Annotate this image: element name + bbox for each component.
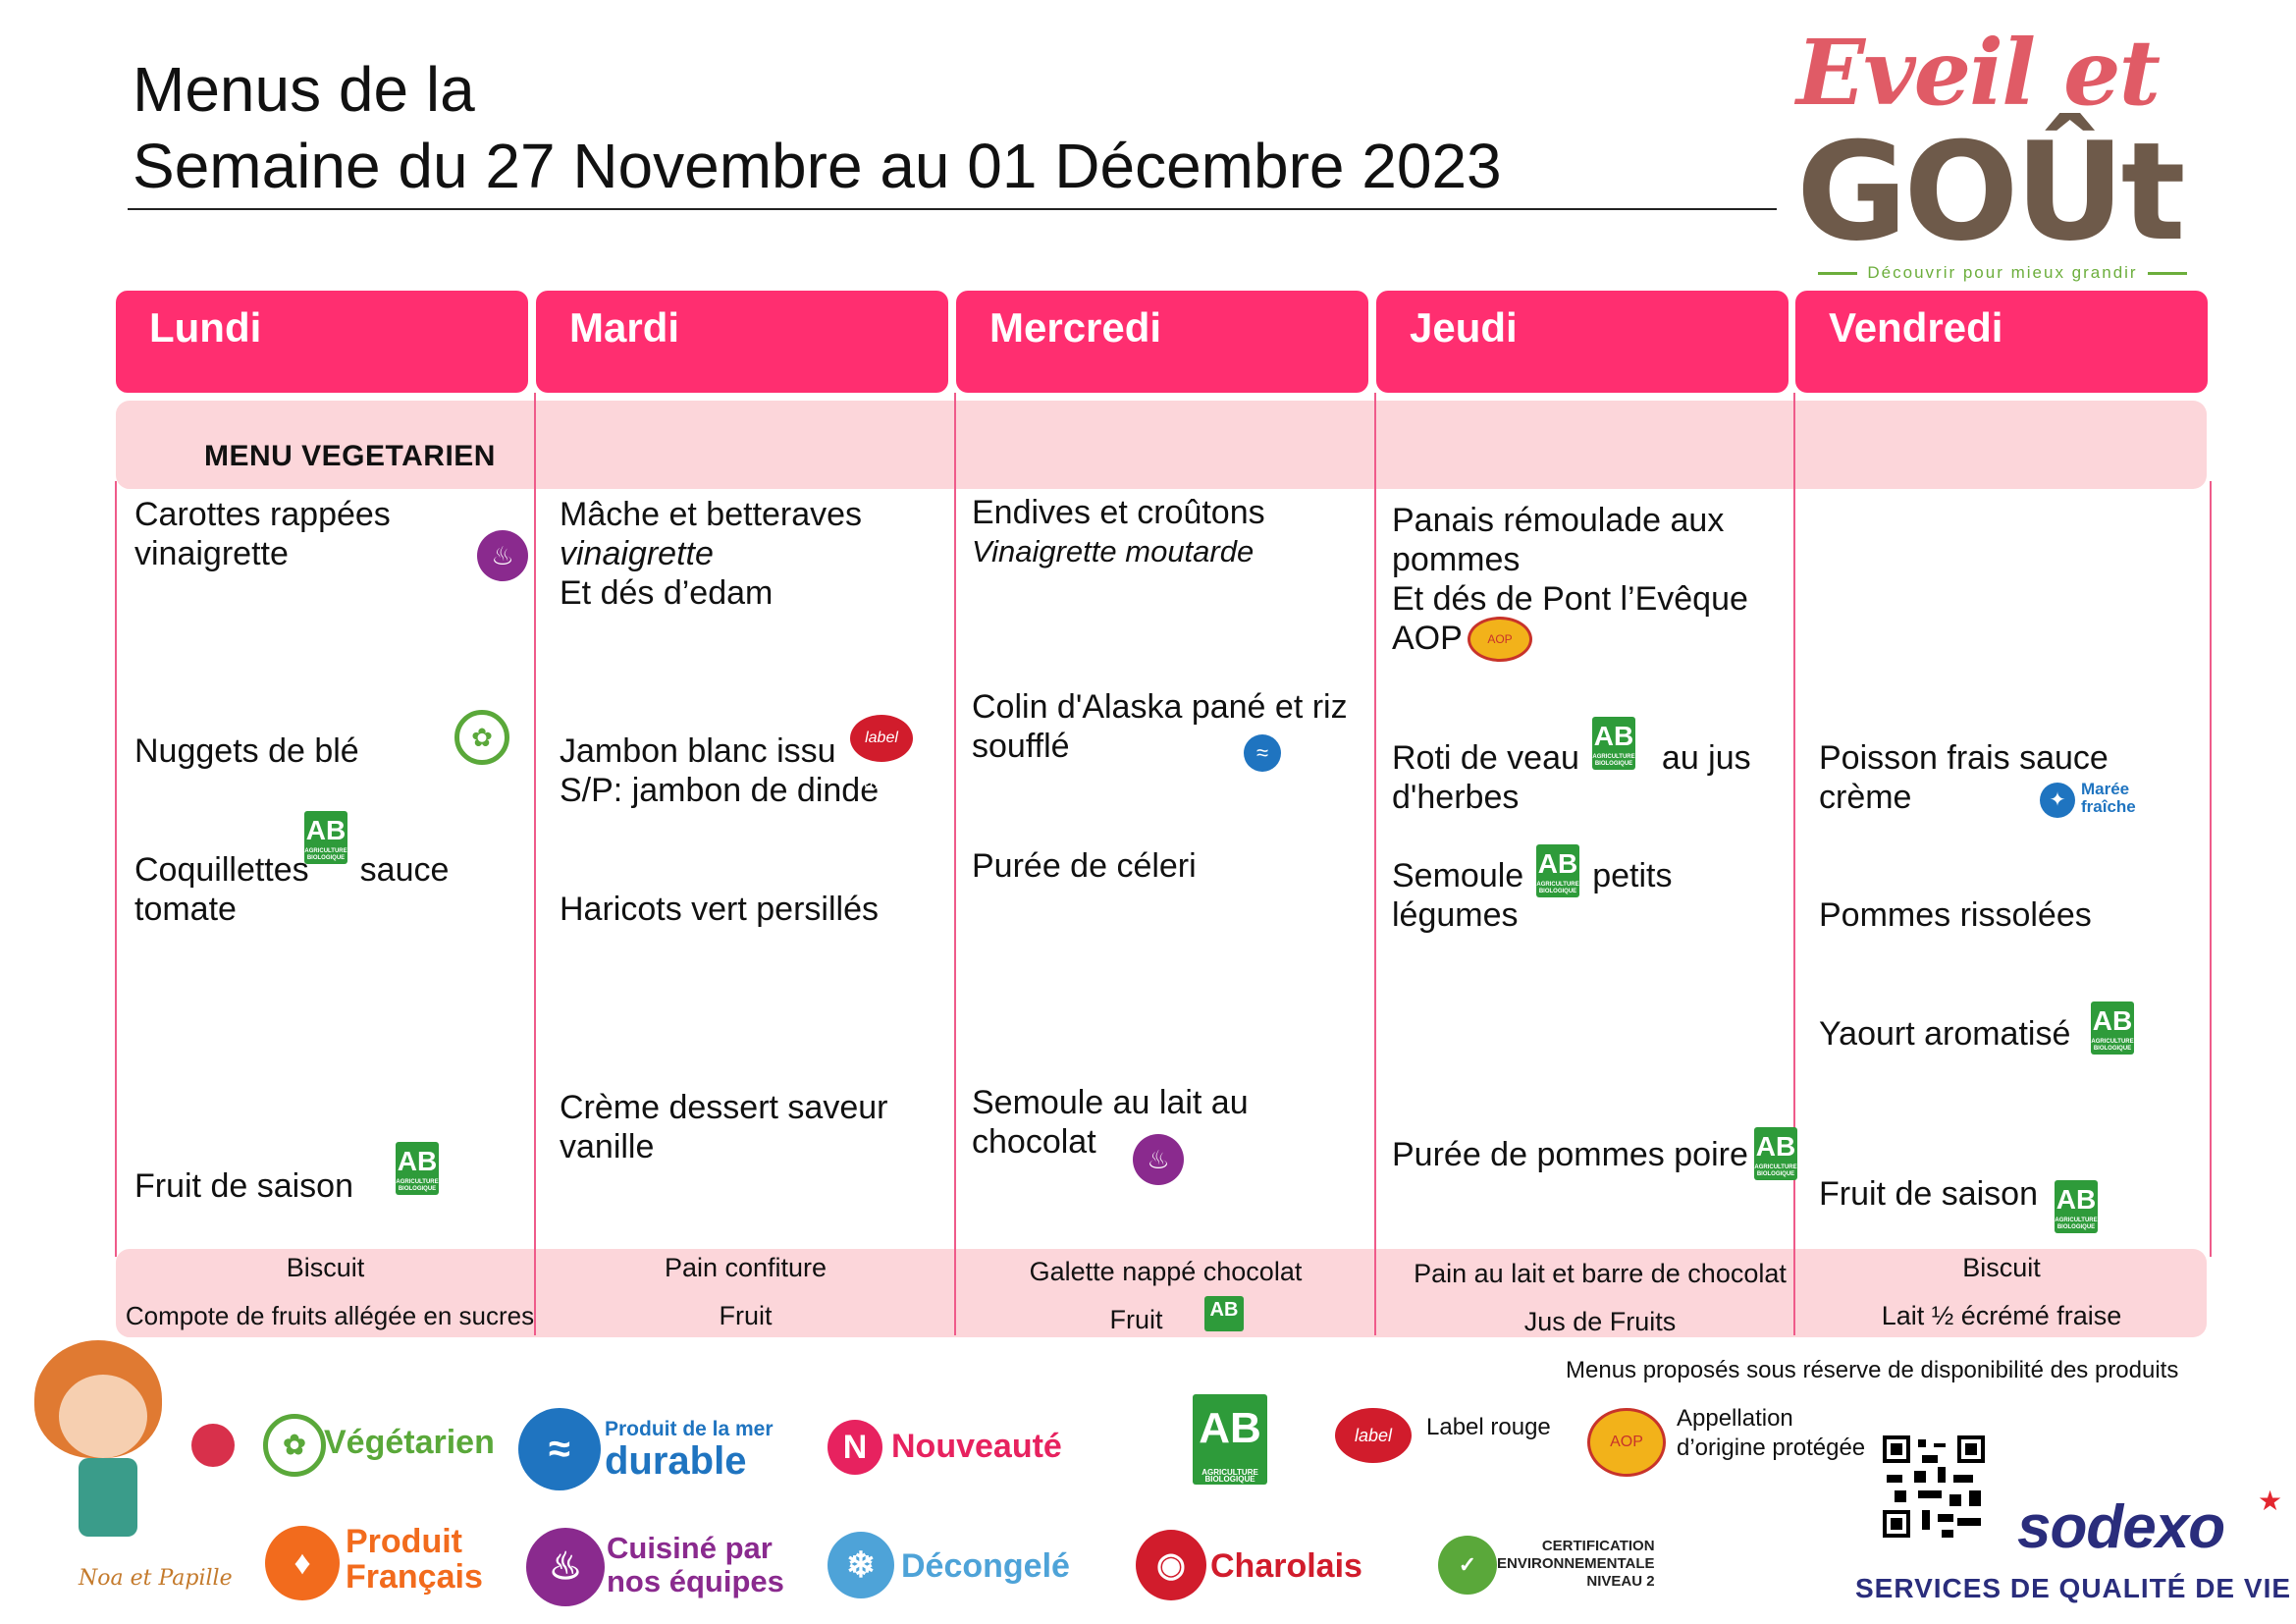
column-divider bbox=[1793, 393, 1795, 1335]
qr-code-pattern bbox=[1883, 1435, 1985, 1538]
column-divider bbox=[954, 393, 956, 1335]
column-divider bbox=[115, 481, 117, 1257]
bio-ab-icon: AB AGRICULTURE BIOLOGIQUE bbox=[396, 1142, 439, 1195]
bio-ab-icon: AB bbox=[1204, 1296, 1244, 1331]
cuisine-equipes-icon: ♨ bbox=[477, 530, 528, 581]
menu-item: Endives et croûtons Vinaigrette moutarde bbox=[972, 494, 1265, 568]
bio-ab-icon: AB AGRICULTURE BIOLOGIQUE bbox=[1754, 1127, 1797, 1180]
label-rouge-icon: label Rouge bbox=[1335, 1408, 1412, 1500]
menu-item: Mâche et betteraves vinaigrette Et dés d… bbox=[560, 496, 863, 612]
maree-fraiche-icon: ✦ Marée fraîche bbox=[2040, 781, 2146, 820]
vegetarian-menu-label: MENU VEGETARIEN bbox=[204, 440, 496, 472]
mascot-illustration: Noa et Papille bbox=[5, 1330, 245, 1605]
sodexo-logo: sodexo bbox=[2017, 1493, 2225, 1561]
column-divider bbox=[2210, 481, 2212, 1257]
legend-cuisine-equipes: Cuisiné par nos équipes bbox=[607, 1531, 784, 1598]
menu-item: Haricots vert persillés bbox=[560, 891, 879, 928]
menu-item: Coquillettes sauce tomate bbox=[134, 851, 450, 928]
column-divider bbox=[1374, 393, 1376, 1335]
mascot-face bbox=[59, 1375, 147, 1458]
nouveaute-icon: N bbox=[828, 1420, 882, 1475]
mascot-name: Noa et Papille bbox=[79, 1566, 233, 1591]
legend-label-rouge: Label rouge bbox=[1426, 1414, 1551, 1440]
menu-item: Poisson frais sauce crème bbox=[1819, 739, 2109, 816]
menu-item: Semoule au lait au chocolat bbox=[972, 1084, 1249, 1161]
menu-item: Fruit de saison bbox=[134, 1167, 353, 1205]
menu-item: Pommes rissolées bbox=[1819, 896, 2092, 934]
menu-item: Jambon blanc issu S/P: jambon de dinde bbox=[560, 732, 880, 809]
legend-aop: Appellation d’origine protégée bbox=[1677, 1405, 1866, 1461]
legend-produit-francais: Produit Français bbox=[346, 1523, 483, 1596]
day-header-mardi: Mardi bbox=[536, 291, 948, 393]
eveil-et-gout-logo: Eveil et GOÛt Découvrir pour mieux grand… bbox=[1796, 20, 2209, 295]
radish-icon bbox=[191, 1424, 235, 1467]
sodexo-tagline: SERVICES DE QUALITÉ DE VIE bbox=[1855, 1573, 2292, 1603]
legend-vegetarien: Végétarien bbox=[324, 1424, 495, 1461]
day-header-jeudi: Jeudi bbox=[1376, 291, 1789, 393]
certification-icon: ✓ bbox=[1438, 1536, 1497, 1595]
menu-item: Carottes rappées vinaigrette bbox=[134, 496, 391, 572]
snack-mercredi: Galette nappé chocolat Fruit bbox=[1029, 1257, 1303, 1334]
availability-note: Menus proposés sous réserve de disponibi… bbox=[1566, 1357, 2179, 1383]
menu-item: Yaourt aromatisé bbox=[1819, 1015, 2071, 1053]
sodexo-star-icon: ★ bbox=[2258, 1486, 2283, 1516]
logo-eveil-text: Eveil et bbox=[1796, 20, 2161, 126]
fish-icon: ✦ bbox=[2040, 783, 2075, 818]
menu-item: Crème dessert saveur vanille bbox=[560, 1089, 888, 1165]
title-line-2: Semaine du 27 Novembre au 01 Décembre 20… bbox=[133, 131, 1502, 201]
page-title: Menus de la Semaine du 27 Novembre au 01… bbox=[133, 51, 1502, 204]
day-header-mercredi: Mercredi bbox=[956, 291, 1368, 393]
mascot-body bbox=[79, 1458, 137, 1537]
menu-item: Purée de céleri bbox=[972, 847, 1197, 885]
bio-ab-icon: AB AGRICULTURE BIOLOGIQUE bbox=[2055, 1180, 2098, 1233]
bio-ab-icon: AB AGRICULTURE BIOLOGIQUE bbox=[304, 811, 347, 864]
menu-item: Roti de veau au jus d'herbes bbox=[1392, 739, 1751, 816]
top-band bbox=[116, 401, 2207, 489]
cuisine-equipes-icon: ♨ bbox=[526, 1528, 605, 1606]
peche-durable-icon: ≈ bbox=[1244, 734, 1281, 772]
vegetarian-icon: ✿ bbox=[263, 1414, 326, 1477]
snack-jeudi: Pain au lait et barre de chocolat Jus de… bbox=[1414, 1259, 1787, 1336]
title-underline bbox=[128, 208, 1777, 210]
snowflake-icon: ❄ bbox=[828, 1532, 894, 1598]
menu-item: Panais rémoulade aux pommes Et dés de Po… bbox=[1392, 502, 1748, 657]
menu-item: Colin d'Alaska pané et riz soufflé bbox=[972, 688, 1348, 765]
snack-lundi: Biscuit Compote de fruits allégée en suc… bbox=[125, 1253, 535, 1330]
snack-band bbox=[116, 1249, 2207, 1337]
aop-icon: AOP bbox=[1468, 617, 1532, 662]
cuisine-equipes-icon: ♨ bbox=[1133, 1134, 1184, 1185]
peche-durable-icon: ≈ bbox=[518, 1408, 601, 1490]
day-header-lundi: Lundi bbox=[116, 291, 528, 393]
logo-gout-text: GOÛt bbox=[1796, 113, 2186, 271]
france-map-icon: ♦ bbox=[265, 1526, 340, 1600]
column-divider bbox=[534, 393, 536, 1335]
snack-vendredi: Biscuit Lait ½ écrémé fraise bbox=[1881, 1253, 2122, 1330]
title-line-1: Menus de la bbox=[133, 54, 475, 125]
legend-produit-mer: Produit de la mer durable bbox=[605, 1418, 774, 1483]
cow-icon: ◉ bbox=[1136, 1530, 1206, 1600]
bio-ab-icon: AB AGRICULTURE BIOLOGIQUE bbox=[1193, 1394, 1267, 1485]
aop-icon: AOP bbox=[1587, 1408, 1666, 1477]
legend-nouveaute: Nouveauté bbox=[891, 1428, 1062, 1465]
legend-decongele: Décongelé bbox=[901, 1547, 1070, 1585]
bio-ab-icon: AB AGRICULTURE BIOLOGIQUE bbox=[1536, 844, 1579, 897]
label-rouge-icon: label Rouge bbox=[850, 715, 913, 793]
legend-charolais: Charolais bbox=[1210, 1547, 1362, 1585]
logo-tagline: Découvrir pour mieux grandir bbox=[1801, 263, 2204, 283]
menu-item: Nuggets de blé bbox=[134, 732, 359, 770]
bio-ab-icon: AB AGRICULTURE BIOLOGIQUE bbox=[2091, 1001, 2134, 1055]
vegetarian-icon: ✿ bbox=[454, 710, 509, 765]
qr-code[interactable] bbox=[1883, 1435, 1985, 1538]
bio-ab-icon: AB AGRICULTURE BIOLOGIQUE bbox=[1592, 717, 1635, 770]
legend-certification: CERTIFICATION ENVIRONNEMENTALE NIVEAU 2 bbox=[1497, 1538, 1655, 1590]
day-header-vendredi: Vendredi bbox=[1795, 291, 2208, 393]
menu-item: Fruit de saison bbox=[1819, 1175, 2038, 1213]
snack-mardi: Pain confiture Fruit bbox=[664, 1253, 828, 1330]
menu-item: Purée de pommes poire bbox=[1392, 1136, 1748, 1173]
menu-item: Semoule petits légumes bbox=[1392, 857, 1673, 934]
